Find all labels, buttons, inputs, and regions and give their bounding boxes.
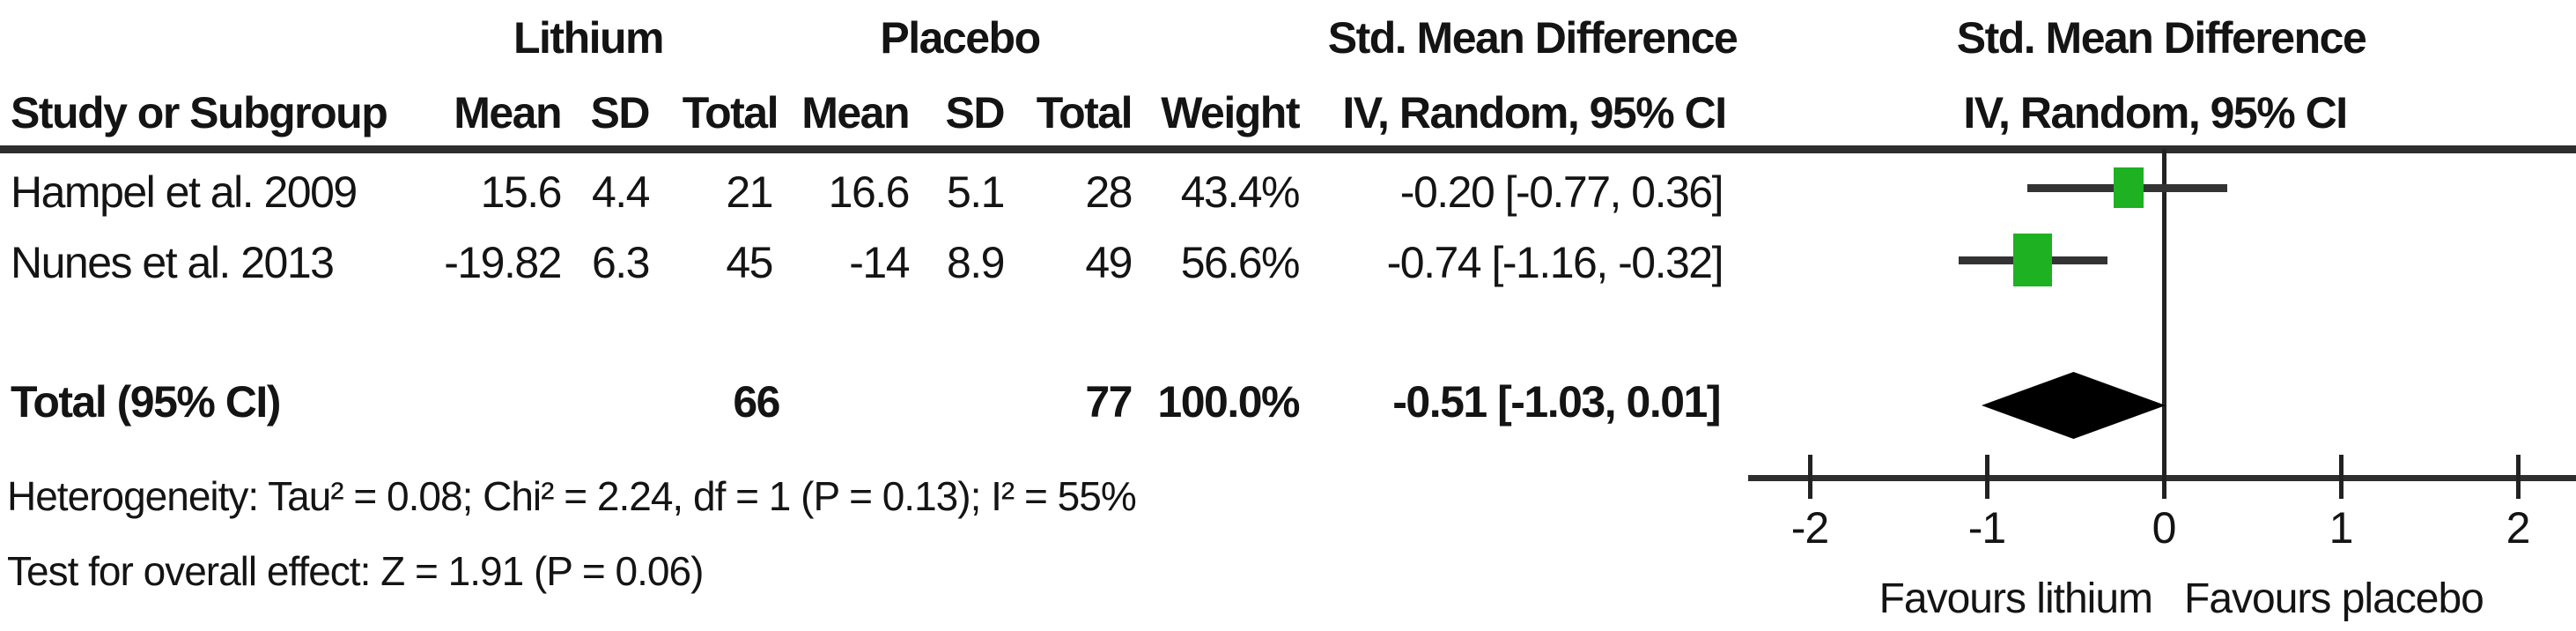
zero-effect-line [2162, 149, 2166, 481]
mean2-cell: -14 [849, 238, 910, 287]
total1-cell: 45 [726, 238, 773, 287]
axis-tick-label: -2 [1790, 503, 1829, 553]
axis-tick-label: 1 [2329, 503, 2354, 553]
total-n-lithium: 66 [733, 377, 780, 427]
col-header-ci-plot: IV, Random, 95% CI [1963, 88, 2348, 137]
sd2-cell: 8.9 [946, 238, 1006, 287]
study-point-estimate-marker [2113, 167, 2144, 208]
study-point-estimate-marker [2013, 234, 2053, 286]
col-header-weight: Weight [1161, 88, 1300, 137]
group-header-smd-table: Std. Mean Difference [1327, 13, 1738, 63]
ci-text-cell: -0.20 [-0.77, 0.36] [1399, 167, 1724, 217]
group-header-smd-plot: Std. Mean Difference [1956, 13, 2367, 63]
heterogeneity-stats: Heterogeneity: Tau² = 0.08; Chi² = 2.24,… [7, 473, 1137, 519]
col-header-ci-table: IV, Random, 95% CI [1342, 88, 1727, 137]
mean2-cell: 16.6 [828, 167, 911, 217]
sd2-cell: 5.1 [946, 167, 1006, 217]
ci-text-cell: -0.74 [-1.16, -0.32] [1386, 238, 1724, 287]
col-header-total1: Total [682, 88, 779, 137]
total2-cell: 28 [1085, 167, 1133, 217]
weight-cell: 43.4% [1180, 167, 1301, 217]
study-name: Nunes et al. 2013 [11, 238, 335, 287]
col-header-mean1: Mean [454, 88, 562, 137]
study-name: Hampel et al. 2009 [11, 167, 358, 217]
col-header-total2: Total [1036, 88, 1133, 137]
total2-cell: 49 [1085, 238, 1133, 287]
mean1-cell: -19.82 [444, 238, 562, 287]
axis-label-favours-placebo: Favours placebo [2184, 575, 2484, 622]
x-axis-line [1747, 475, 2576, 481]
axis-tick [2339, 455, 2343, 499]
total-weight: 100.0% [1157, 377, 1300, 427]
total-n-placebo: 77 [1085, 377, 1133, 427]
total-ci-text: -0.51 [-1.03, 0.01] [1392, 377, 1721, 427]
summary-diamond [1981, 372, 2166, 439]
axis-tick [1808, 455, 1812, 499]
axis-label-favours-lithium: Favours lithium [1878, 575, 2153, 622]
axis-tick-label: -1 [1967, 503, 2006, 553]
mean1-cell: 15.6 [480, 167, 563, 217]
overall-effect-stats: Test for overall effect: Z = 1.91 (P = 0… [7, 548, 704, 594]
header-separator-line [0, 145, 2576, 153]
axis-tick [2516, 455, 2521, 499]
axis-tick [1985, 455, 1989, 499]
col-header-sd1: SD [590, 88, 651, 137]
sd1-cell: 4.4 [591, 167, 651, 217]
total-label: Total (95% CI) [11, 377, 281, 427]
weight-cell: 56.6% [1180, 238, 1301, 287]
axis-tick-label: 0 [2152, 503, 2177, 553]
group-header-lithium: Lithium [513, 13, 665, 63]
axis-tick-label: 2 [2506, 503, 2531, 553]
sd1-cell: 6.3 [591, 238, 651, 287]
total1-cell: 21 [726, 167, 773, 217]
col-header-sd2: SD [945, 88, 1006, 137]
group-header-placebo: Placebo [880, 13, 1041, 63]
col-header-study: Study or Subgroup [11, 88, 388, 137]
axis-tick [2162, 455, 2166, 499]
col-header-mean2: Mean [801, 88, 910, 137]
